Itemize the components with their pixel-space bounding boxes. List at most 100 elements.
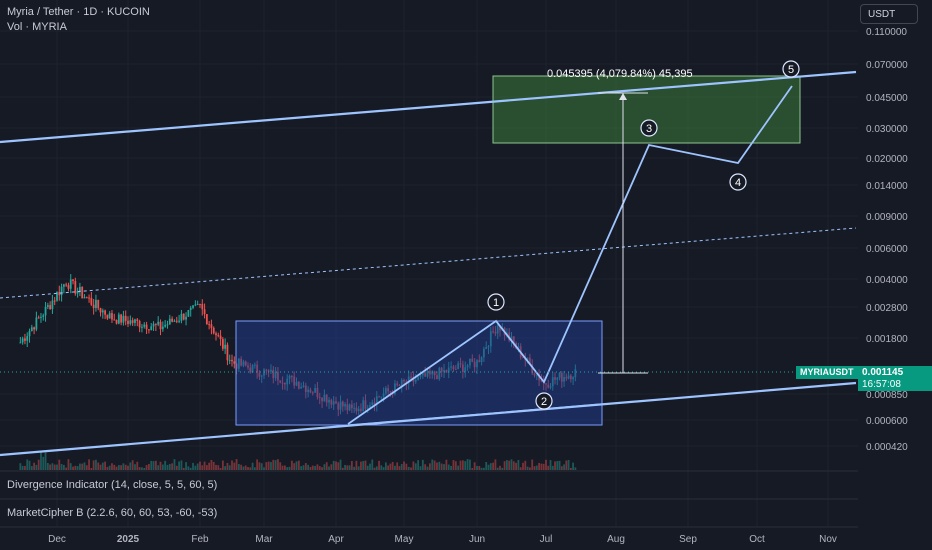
volume-bar xyxy=(538,462,540,470)
svg-text:3: 3 xyxy=(646,123,652,135)
drawings: 0.045395 (4,079.84%) 45,395 xyxy=(0,68,858,457)
volume-bar xyxy=(433,460,436,470)
price-tick-label: 0.045000 xyxy=(866,93,908,104)
volume-bar xyxy=(122,463,125,470)
volume-bar xyxy=(260,463,263,470)
volume-bar xyxy=(396,462,399,470)
candle-body xyxy=(53,300,56,302)
time-tick-label: Jul xyxy=(540,534,553,545)
volume-bar xyxy=(410,467,412,470)
volume-bar xyxy=(53,464,56,470)
time-tick-label: Dec xyxy=(48,534,66,545)
candle-body xyxy=(226,344,229,361)
volume-bar xyxy=(330,464,333,470)
volume-bar xyxy=(554,461,556,470)
volume-bar xyxy=(164,460,167,470)
volume-bar xyxy=(127,465,129,470)
volume-bar xyxy=(288,466,291,470)
candle-body xyxy=(26,336,29,341)
volume-bar xyxy=(531,459,534,470)
volume-label[interactable]: Vol · MYRIA xyxy=(7,21,67,33)
volume-bar xyxy=(380,465,383,470)
volume-bar xyxy=(101,462,104,470)
candle-body xyxy=(83,297,86,299)
accumulation-box xyxy=(235,320,603,426)
volume-bar xyxy=(556,461,559,470)
volume-bar xyxy=(540,463,543,470)
volume-bar xyxy=(258,462,261,470)
volume-bar xyxy=(187,466,190,470)
candle-body xyxy=(194,304,197,306)
volume-bar xyxy=(249,467,252,470)
volume-bars xyxy=(19,451,577,470)
indicator-divergence[interactable]: Divergence Indicator (14, close, 5, 5, 6… xyxy=(7,479,218,491)
price-tick-label: 0.070000 xyxy=(866,60,908,71)
candle-body xyxy=(228,359,231,361)
volume-bar xyxy=(419,466,422,470)
volume-bar xyxy=(535,465,538,470)
volume-bar xyxy=(173,459,176,470)
candle-body xyxy=(92,304,95,308)
volume-bar xyxy=(569,467,572,470)
volume-bar xyxy=(256,459,259,470)
candle-body xyxy=(65,284,68,286)
time-tick-label: Mar xyxy=(255,534,273,545)
volume-bar xyxy=(440,463,443,470)
volume-bar xyxy=(542,463,545,470)
currency-button[interactable]: USDT xyxy=(860,4,918,24)
svg-text:1: 1 xyxy=(493,297,499,309)
volume-bar xyxy=(461,460,464,470)
candle-body xyxy=(108,313,111,319)
volume-bar xyxy=(364,460,367,470)
chart-title[interactable]: Myria / Tether · 1D · KUCOIN xyxy=(7,6,150,18)
volume-bar xyxy=(373,467,376,470)
volume-bar xyxy=(26,459,29,470)
volume-bar xyxy=(217,465,220,470)
volume-bar xyxy=(145,465,148,470)
candle-body xyxy=(231,359,233,362)
price-tick-label: 0.030000 xyxy=(866,124,908,135)
volume-bar xyxy=(129,462,132,470)
candle-body xyxy=(148,329,150,331)
volume-bar xyxy=(309,466,312,470)
candle-body xyxy=(168,318,171,325)
volume-bar xyxy=(371,459,374,470)
candle-body xyxy=(208,324,211,326)
volume-bar xyxy=(224,466,227,470)
volume-bar xyxy=(92,460,95,470)
volume-bar xyxy=(421,459,424,470)
volume-bar xyxy=(240,464,243,470)
candle-body xyxy=(33,327,35,330)
volume-bar xyxy=(375,466,378,470)
candle-body xyxy=(88,297,90,299)
volume-bar xyxy=(332,460,335,470)
volume-bar xyxy=(447,464,450,470)
volume-bar xyxy=(182,467,185,470)
indicator-marketcipher[interactable]: MarketCipher B (2.2.6, 60, 60, 53, -60, … xyxy=(7,507,218,519)
candle-body xyxy=(40,316,42,318)
volume-bar xyxy=(526,466,529,470)
candle-body xyxy=(192,305,194,308)
wave-label-1: 1 xyxy=(487,293,505,311)
volume-bar xyxy=(350,461,353,470)
time-tick-label: Aug xyxy=(607,534,625,545)
volume-bar xyxy=(466,459,469,470)
candle-body xyxy=(111,313,113,320)
volume-bar xyxy=(166,464,169,470)
volume-bar xyxy=(267,461,270,470)
volume-bar xyxy=(355,460,358,470)
volume-bar xyxy=(426,466,429,470)
volume-bar xyxy=(242,466,245,470)
volume-bar xyxy=(35,464,38,470)
candle-body xyxy=(76,291,79,294)
volume-bar xyxy=(251,462,254,470)
volume-bar xyxy=(290,460,293,470)
volume-bar xyxy=(233,462,236,470)
volume-bar xyxy=(384,462,387,470)
candle-body xyxy=(60,286,63,296)
volume-bar xyxy=(42,456,45,470)
candle-body xyxy=(101,310,104,313)
volume-bar xyxy=(124,464,127,470)
